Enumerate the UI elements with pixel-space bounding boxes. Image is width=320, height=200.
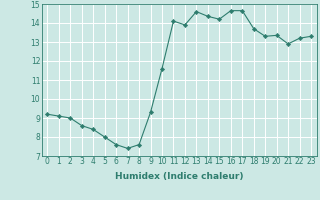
X-axis label: Humidex (Indice chaleur): Humidex (Indice chaleur) — [115, 172, 244, 181]
